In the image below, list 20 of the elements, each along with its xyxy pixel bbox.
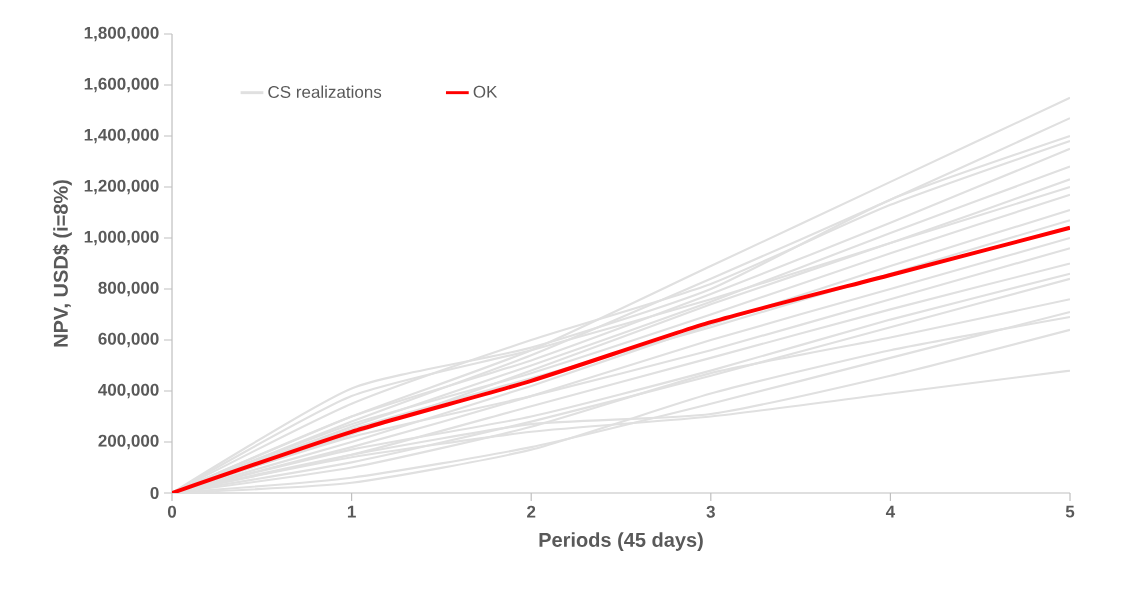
- y-tick-label: 200,000: [98, 434, 159, 450]
- x-tick-label: 3: [706, 505, 715, 518]
- y-tick-label: 1,800,000: [84, 26, 159, 42]
- y-tick-label: 1,000,000: [84, 230, 159, 246]
- x-tick-label: 4: [885, 505, 896, 518]
- y-tick-label: 0: [150, 486, 159, 500]
- legend-label: CS realizations: [268, 85, 382, 98]
- x-tick-label: 5: [1065, 505, 1075, 518]
- y-axis-title: NPV, USD$ (i=8%): [52, 180, 72, 347]
- legend-label: OK: [473, 85, 498, 98]
- y-tick-label: 1,600,000: [84, 77, 159, 93]
- y-tick-label: 1,400,000: [84, 128, 159, 144]
- y-tick-label: 800,000: [98, 281, 159, 297]
- x-tick-label: 1: [347, 505, 356, 518]
- y-tick-label: 600,000: [98, 332, 159, 348]
- x-tick-label: 2: [527, 505, 536, 518]
- y-tick-label: 1,200,000: [84, 179, 159, 195]
- y-tick-label: 400,000: [98, 383, 159, 399]
- x-tick-label: 0: [167, 505, 177, 518]
- x-axis-title: Periods (45 days): [539, 532, 703, 551]
